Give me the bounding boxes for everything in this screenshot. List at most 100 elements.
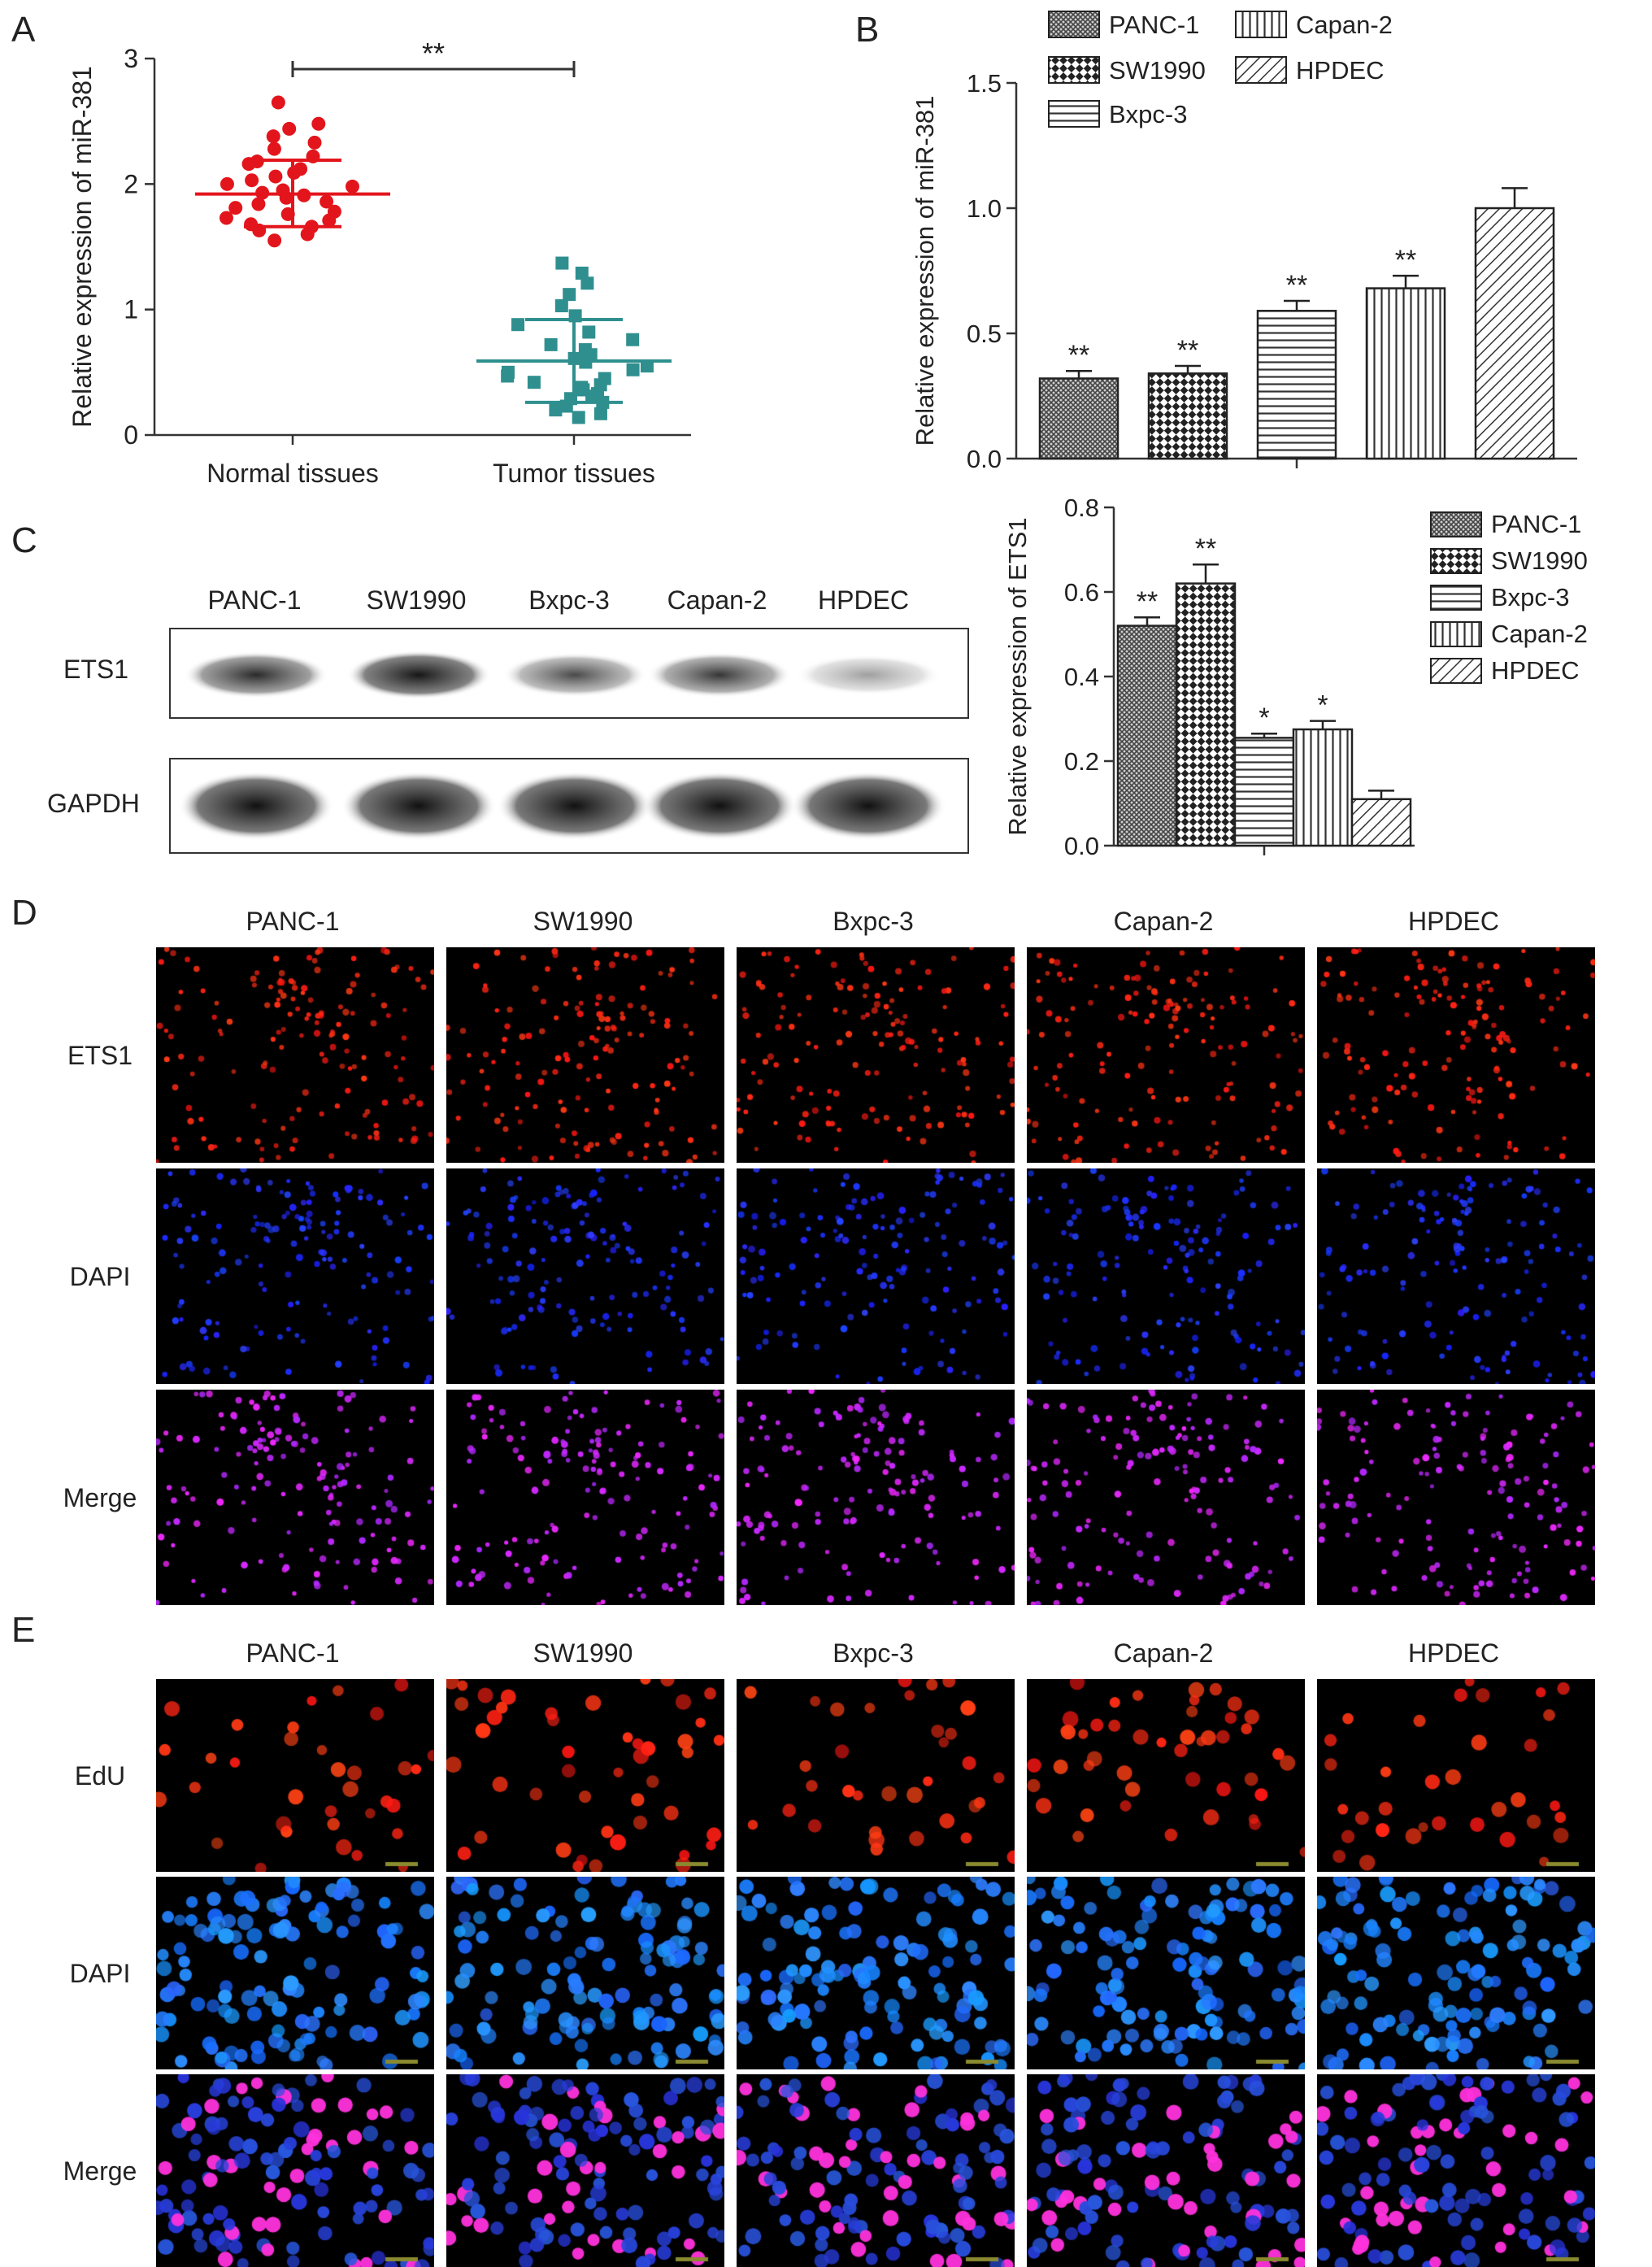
bar-panc-1 [1116, 624, 1178, 847]
micrograph-merge-bxpc-3 [737, 1390, 1015, 1605]
data-point-tumor [555, 256, 569, 270]
micrograph-dapi-sw1990 [446, 1877, 724, 2069]
micrograph-ets1-bxpc-3 [737, 947, 1015, 1163]
bar-capan-2 [1292, 728, 1354, 847]
y-axis-title: Relative expression of ETS1 [1003, 517, 1032, 835]
legend-label: Bxpc-3 [1491, 583, 1569, 611]
data-point-normal [282, 121, 297, 136]
y-tick-label: 0.2 [1064, 747, 1099, 776]
y-tick-label: 1 [124, 295, 138, 324]
panel-label-a: A [11, 10, 36, 50]
micrograph-merge-hpdec [1317, 2074, 1595, 2267]
micrograph-merge-panc-1 [156, 2074, 434, 2267]
micrograph-dapi-bxpc-3 [737, 1877, 1015, 2069]
significance-marker: ** [1395, 245, 1416, 276]
y-tick-label: 0.8 [1064, 494, 1099, 522]
y-tick-label: 2 [124, 169, 138, 198]
legend-swatch [1235, 56, 1287, 84]
data-point-normal [219, 211, 233, 225]
micrograph-merge-hpdec [1317, 1390, 1595, 1605]
data-point-tumor [527, 376, 541, 389]
micrograph-dapi-hpdec [1317, 1877, 1595, 2069]
micrograph-ets1-hpdec [1317, 947, 1595, 1163]
row-label-merge: Merge [63, 2156, 137, 2186]
micrograph-ets1-sw1990 [446, 947, 724, 1163]
data-point-tumor [640, 359, 654, 373]
data-point-normal [345, 179, 359, 194]
data-point-normal [251, 197, 266, 211]
y-tick-label: 0.0 [967, 445, 1002, 473]
micrograph-dapi-bxpc-3 [737, 1168, 1015, 1384]
significance-marker: * [1259, 703, 1269, 733]
column-title-bxpc-3: Bxpc-3 [833, 1638, 914, 1668]
data-point-tumor [582, 325, 596, 339]
column-title-bxpc-3: Bxpc-3 [833, 907, 914, 936]
column-title-sw1990: SW1990 [533, 1638, 633, 1668]
legend-swatch [1430, 621, 1482, 647]
y-tick-label: 1.5 [967, 69, 1002, 98]
data-point-tumor [563, 288, 576, 302]
data-point-tumor [585, 389, 599, 403]
data-point-tumor [580, 276, 594, 290]
row-label-edu: EdU [74, 1760, 126, 1791]
data-point-normal [300, 227, 315, 241]
x-tick-label: Normal tissues [206, 459, 379, 488]
blot-ets1-membrane [169, 628, 969, 719]
row-label-ets1: ETS1 [67, 1040, 133, 1070]
x-tick-label: Tumor tissues [493, 459, 655, 488]
column-title-hpdec: HPDEC [1407, 1638, 1499, 1668]
y-tick-label: 0.4 [1064, 663, 1099, 691]
blot-gapdh-membrane [169, 758, 969, 854]
legend-swatch [1430, 658, 1482, 684]
data-point-normal [322, 213, 337, 228]
data-point-normal [228, 201, 243, 215]
data-point-tumor [593, 407, 607, 420]
micrograph-merge-sw1990 [446, 2074, 724, 2267]
y-axis-title: Relative expression of miR-381 [911, 96, 939, 446]
legend-swatch [1430, 548, 1482, 574]
legend-label: SW1990 [1491, 546, 1588, 575]
y-tick-label: 1.0 [967, 194, 1002, 223]
y-axis-title: Relative expression of miR-381 [67, 66, 97, 428]
legend-label: PANC-1 [1109, 11, 1199, 39]
legend-label: Bxpc-3 [1109, 100, 1187, 128]
bar-panc-1 [1038, 377, 1119, 460]
significance-marker: ** [1137, 586, 1158, 617]
y-tick-label: 0.0 [1064, 832, 1099, 860]
data-point-tumor [544, 337, 558, 351]
data-point-normal [320, 194, 334, 209]
micrograph-merge-bxpc-3 [737, 2074, 1015, 2267]
row-label-merge: Merge [63, 1482, 137, 1512]
data-point-tumor [572, 411, 585, 424]
micrograph-edu-capan-2 [1027, 1679, 1305, 1872]
significance-marker: ** [1068, 340, 1089, 371]
micrograph-dapi-capan-2 [1027, 1168, 1305, 1384]
y-tick-label: 3 [124, 44, 138, 73]
significance-marker: * [1317, 690, 1328, 721]
panel-label-c: C [11, 520, 37, 560]
data-point-normal [266, 129, 280, 144]
bar-hpdec [1350, 798, 1412, 847]
legend-label: HPDEC [1296, 56, 1385, 85]
data-point-tumor [626, 363, 640, 376]
legend-label: HPDEC [1491, 656, 1580, 685]
blot-lane-label: Capan-2 [667, 585, 767, 615]
blot-lane-label: PANC-1 [207, 585, 302, 615]
micrograph-merge-capan-2 [1027, 2074, 1305, 2267]
data-point-tumor [626, 333, 640, 346]
micrograph-edu-bxpc-3 [737, 1679, 1015, 1872]
data-point-normal [267, 141, 281, 156]
data-point-tumor [549, 403, 563, 417]
legend-swatch [1430, 585, 1482, 611]
bar-sw1990 [1147, 372, 1228, 460]
significance-marker: ** [1177, 335, 1198, 366]
legend-label: Capan-2 [1491, 620, 1588, 648]
panel-label-e: E [11, 1610, 36, 1650]
bar-bxpc-3 [1233, 737, 1295, 847]
chart-a-scatter: 0 1 2 3 Relative expression of miR-381 Normal… [67, 37, 691, 488]
y-tick-label: 0.6 [1064, 578, 1099, 607]
legend-swatch [1235, 11, 1287, 38]
y-tick-label: 0.5 [967, 320, 1002, 348]
micrograph-dapi-sw1990 [446, 1168, 724, 1384]
micrograph-ets1-capan-2 [1027, 947, 1305, 1163]
